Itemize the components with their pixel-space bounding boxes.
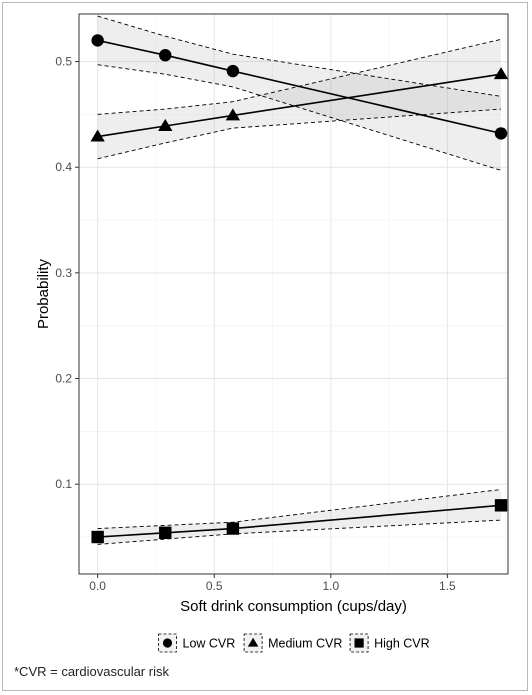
band-1	[97, 39, 502, 159]
point-2-1	[159, 526, 172, 539]
x-tick-label: 1.5	[439, 579, 456, 593]
legend-marker-1	[247, 637, 259, 647]
confidence-bands	[97, 16, 502, 545]
ci-lower-1	[97, 108, 502, 160]
y-tick-label: 0.4	[55, 160, 72, 174]
x-tick-label: 0.0	[89, 579, 106, 593]
point-2-3	[494, 499, 508, 512]
series-lines	[97, 15, 502, 545]
point-1-1	[158, 118, 173, 131]
point-0-3	[494, 127, 508, 140]
point-0-2	[226, 64, 240, 78]
y-tick-label: 0.5	[55, 55, 72, 69]
y-tick-label: 0.1	[55, 477, 72, 491]
point-1-0	[90, 129, 105, 142]
plot-border	[78, 13, 509, 575]
legend-label-0: Low CVR	[183, 637, 236, 651]
point-2-2	[226, 522, 240, 535]
x-tick-label: 0.5	[206, 579, 223, 593]
legend-marker-2	[354, 638, 364, 648]
ci-upper-1	[97, 38, 502, 115]
y-tick-label: 0.3	[55, 266, 72, 280]
footnote: *CVR = cardiovascular risk	[14, 664, 169, 679]
point-1-3	[493, 67, 509, 80]
y-axis-label: Probability	[35, 258, 52, 329]
ci-lower-2	[97, 519, 502, 545]
legend-label-1: Medium CVR	[268, 637, 342, 651]
point-0-1	[159, 49, 172, 62]
point-0-0	[91, 34, 104, 47]
axis-ticks: 0.0 0.5 1.0 1.5 0.1 0.2 0.3 0.4 0.5	[55, 55, 456, 593]
legend-label-2: High CVR	[374, 637, 430, 651]
ci-upper-2	[97, 489, 502, 530]
legend: Low CVR Medium CVR High CVR	[158, 633, 430, 653]
legend-marker-0	[162, 638, 173, 648]
ci-upper-0	[97, 15, 502, 97]
x-axis-label: Soft drink consumption (cups/day)	[180, 598, 407, 615]
grid-layer	[79, 14, 508, 574]
series-line-0	[97, 39, 502, 135]
band-0	[97, 16, 502, 171]
point-2-0	[91, 530, 104, 544]
y-tick-label: 0.2	[55, 372, 72, 386]
point-1-2	[225, 108, 241, 121]
series-line-2	[97, 504, 502, 538]
series-line-1	[97, 73, 502, 138]
x-tick-label: 1.0	[322, 579, 339, 593]
series-markers	[90, 34, 509, 544]
band-2	[97, 489, 502, 545]
